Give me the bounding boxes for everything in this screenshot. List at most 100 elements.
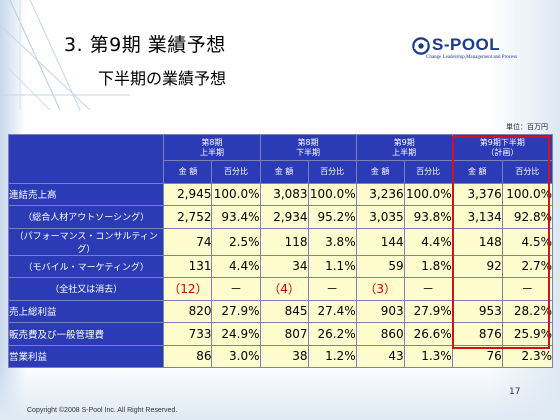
percent-cell: 1.1% xyxy=(307,254,357,278)
percent-cell: － xyxy=(307,277,357,301)
column-header-percent: 百分比 xyxy=(211,160,261,184)
percent-cell: 4.4% xyxy=(211,254,261,278)
period-line: 第9期 xyxy=(393,137,415,147)
amount-cell: 953 xyxy=(451,299,503,323)
percent-cell: 4.4% xyxy=(403,227,453,256)
column-header-percent: 百分比 xyxy=(307,160,357,184)
amount-cell: 118 xyxy=(259,227,309,256)
row-label: （全社又は消去） xyxy=(7,277,165,301)
column-header-amount: 金 額 xyxy=(259,160,309,184)
period-line: 第8期 xyxy=(201,137,223,147)
amount-cell: 3,134 xyxy=(451,205,503,229)
percent-cell: 4.5% xyxy=(501,227,554,256)
plan-highlight-box xyxy=(452,136,550,349)
table-row: （パフォーマンス・コンサルティング） 74 2.5% 118 3.8% 144 4.4% 14… xyxy=(7,227,554,256)
amount-cell: （4） xyxy=(259,277,309,301)
percent-cell: 2.5% xyxy=(211,227,261,256)
percent-cell: 1.3% xyxy=(403,344,453,368)
period-header: 第8期 上半期 xyxy=(163,134,261,161)
period-header: 第9期 上半期 xyxy=(355,134,453,161)
percent-cell: 25.9% xyxy=(501,322,554,346)
table-body: 連結売上高 2,945 100.0% 3,083 100.0% 3,236 100.0% 3,… xyxy=(7,182,554,368)
percent-cell: 24.9% xyxy=(211,322,261,346)
percent-cell: 3.0% xyxy=(211,344,261,368)
percent-cell: 100.0% xyxy=(501,182,554,206)
column-header-percent: 百分比 xyxy=(403,160,453,184)
row-label: （パフォーマンス・コンサルティング） xyxy=(7,227,165,256)
amount-cell: 86 xyxy=(163,344,213,368)
background-bottom-gradient xyxy=(0,360,560,420)
table-row: （モバイル・マーケティング） 131 4.4% 34 1.1% 59 1.8% 92 2.7% xyxy=(7,254,554,278)
forecast-table: 第8期 上半期 第8期 下半期 第9期 上半期 第9期下半期 （計画） 金 額 xyxy=(7,134,554,368)
amount-cell: 148 xyxy=(451,227,503,256)
percent-cell: 28.2% xyxy=(501,299,554,323)
column-header-amount: 金 額 xyxy=(355,160,405,184)
table-row: 営業利益 86 3.0% 38 1.2% 43 1.3% 76 2.3% xyxy=(7,344,554,368)
amount-cell: 43 xyxy=(355,344,405,368)
amount-cell: 144 xyxy=(355,227,405,256)
amount-cell: 733 xyxy=(163,322,213,346)
percent-cell: 100.0% xyxy=(211,182,261,206)
amount-cell: 820 xyxy=(163,299,213,323)
decorative-lines xyxy=(0,0,130,110)
amount-cell: 3,236 xyxy=(355,182,405,206)
percent-cell: 1.8% xyxy=(403,254,453,278)
percent-cell: 26.6% xyxy=(403,322,453,346)
amount-cell: （12） xyxy=(163,277,213,301)
row-label: 販売費及び一般管理費 xyxy=(7,322,165,346)
logo-tagline: Change Leadership,Management and Process xyxy=(426,55,518,60)
amount-cell: 92 xyxy=(451,254,503,278)
amount-cell: 59 xyxy=(355,254,405,278)
amount-cell: 2,934 xyxy=(259,205,309,229)
column-header-percent: 百分比 xyxy=(501,160,554,184)
percent-cell: 100.0% xyxy=(307,182,357,206)
period-line: 上半期 xyxy=(392,147,417,157)
amount-cell: 903 xyxy=(355,299,405,323)
page-title: 3. 第9期 業績予想 xyxy=(64,34,226,56)
logo-name: S-POOL xyxy=(432,35,501,54)
amount-cell: 38 xyxy=(259,344,309,368)
period-line: 下半期 xyxy=(296,147,321,157)
percent-cell: 93.8% xyxy=(403,205,453,229)
period-header: 第8期 下半期 xyxy=(259,134,357,161)
row-label: （総合人材アウトソーシング） xyxy=(7,205,165,229)
amount-cell: 807 xyxy=(259,322,309,346)
percent-cell: 27.4% xyxy=(307,299,357,323)
percent-cell: 92.8% xyxy=(501,205,554,229)
amount-cell: （3） xyxy=(355,277,405,301)
amount-cell: 131 xyxy=(163,254,213,278)
percent-cell: 3.8% xyxy=(307,227,357,256)
table-row: 連結売上高 2,945 100.0% 3,083 100.0% 3,236 100.0% 3,… xyxy=(7,182,554,206)
percent-cell: 93.4% xyxy=(211,205,261,229)
page-number: 17 xyxy=(509,387,521,397)
period-line: 第9期下半期 xyxy=(479,137,525,147)
amount-cell: 860 xyxy=(355,322,405,346)
row-label: 連結売上高 xyxy=(7,182,165,206)
percent-cell: 1.2% xyxy=(307,344,357,368)
amount-cell: 3,376 xyxy=(451,182,503,206)
amount-cell: 845 xyxy=(259,299,309,323)
amount-cell: 76 xyxy=(451,344,503,368)
column-header-amount: 金 額 xyxy=(451,160,503,184)
company-logo: S-POOL Change Leadership,Management and … xyxy=(412,35,538,65)
percent-cell: 26.2% xyxy=(307,322,357,346)
logo-mark-icon xyxy=(412,37,430,55)
percent-cell: － xyxy=(403,277,453,301)
percent-cell: 95.2% xyxy=(307,205,357,229)
copyright: Copyright ©2008 S-Pool Inc. All Right Re… xyxy=(27,407,178,414)
percent-cell: 27.9% xyxy=(211,299,261,323)
amount-cell: 2,945 xyxy=(163,182,213,206)
row-label: 売上総利益 xyxy=(7,299,165,323)
amount-cell xyxy=(451,277,503,301)
period-line: 第8期 xyxy=(297,137,319,147)
period-line: （計画） xyxy=(486,147,519,157)
row-label: （モバイル・マーケティング） xyxy=(7,254,165,278)
amount-cell: 34 xyxy=(259,254,309,278)
percent-cell: 100.0% xyxy=(403,182,453,206)
amount-cell: 3,083 xyxy=(259,182,309,206)
period-header: 第9期下半期 （計画） xyxy=(451,134,554,161)
row-label: 営業利益 xyxy=(7,344,165,368)
amount-cell: 3,035 xyxy=(355,205,405,229)
table-row: 販売費及び一般管理費 733 24.9% 807 26.2% 860 26.6% 876 25.… xyxy=(7,322,554,346)
